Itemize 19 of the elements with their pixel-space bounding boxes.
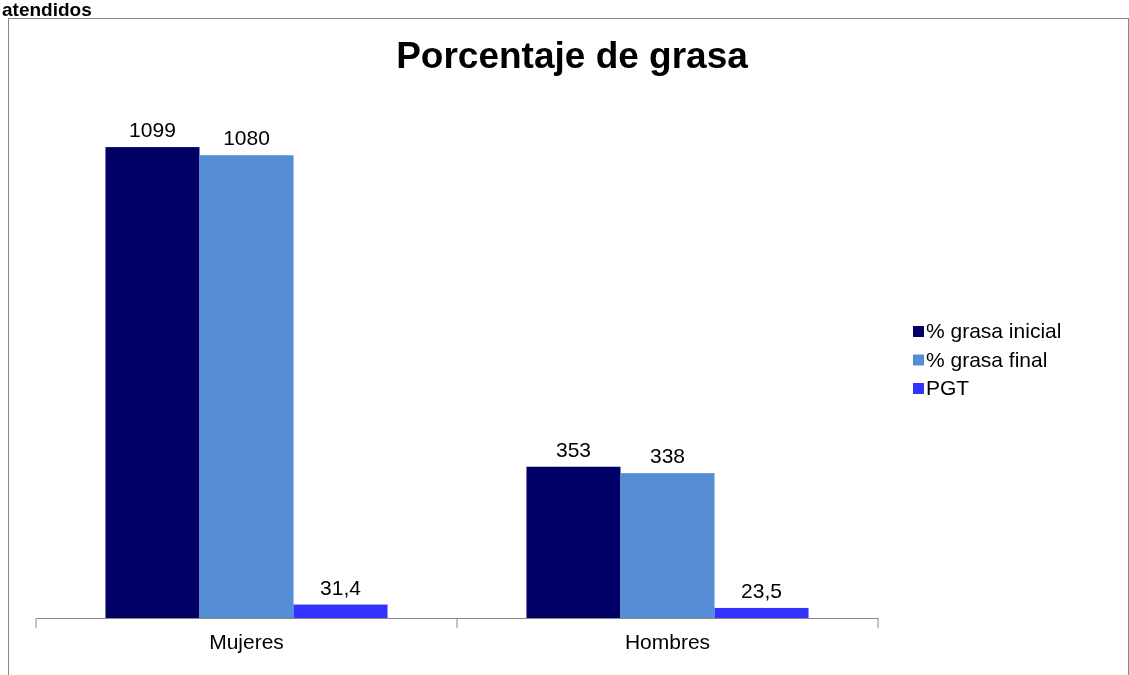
data-label: 1099 — [129, 118, 176, 142]
bar — [526, 466, 621, 618]
data-label: 353 — [555, 437, 591, 461]
bar — [293, 604, 388, 618]
text: atendidos — [2, 0, 92, 20]
bar — [105, 147, 200, 618]
data-label: 31,4 — [320, 575, 362, 599]
data-label: 23,5 — [741, 578, 782, 602]
legend-label: PGT — [926, 376, 970, 399]
bar — [714, 607, 809, 618]
chart-title: Porcentaje de grasa — [396, 35, 749, 76]
legend-label: % grasa final — [926, 347, 1048, 371]
data-label: 338 — [649, 444, 686, 468]
bar — [199, 155, 294, 618]
x-tick-label: Mujeres — [209, 629, 284, 653]
bar — [620, 473, 715, 618]
legend-label: % grasa inicial — [926, 319, 1062, 342]
data-label: 1080 — [223, 126, 270, 150]
x-tick-label: Hombres — [624, 629, 711, 653]
